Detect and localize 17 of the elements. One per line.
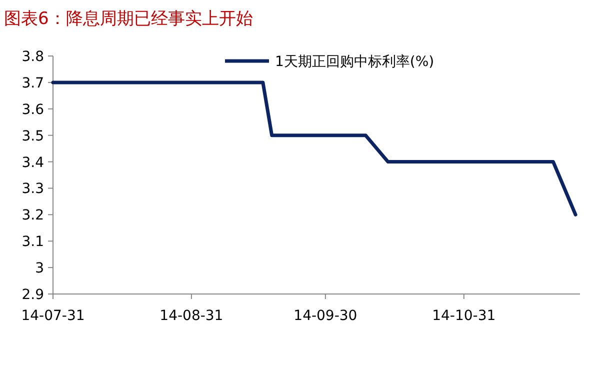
y-tick-label: 3.5 [22,128,44,144]
x-tick-label: 14-09-30 [294,308,358,324]
y-tick-label: 3 [35,260,44,277]
y-tick-label: 2.9 [22,287,44,303]
line-series [51,80,578,216]
y-tick-label: 3.2 [22,208,44,224]
y-tick-label: 3.6 [22,102,44,118]
y-tick-label: 3.8 [22,49,44,65]
chart-title: 图表6：降息周期已经事实上开始 [4,9,253,29]
y-tick-label: 3.1 [22,234,44,250]
y-tick-label: 3.4 [22,154,44,171]
x-tick-label: 14-07-31 [21,308,85,324]
legend-label: 1天期正回购中标利率(%) [275,54,434,70]
y-tick-label: 3.7 [22,75,44,92]
x-tick-label: 14-10-31 [432,308,496,324]
y-tick-label: 3.3 [22,181,44,198]
x-tick-label: 14-08-31 [160,308,224,324]
